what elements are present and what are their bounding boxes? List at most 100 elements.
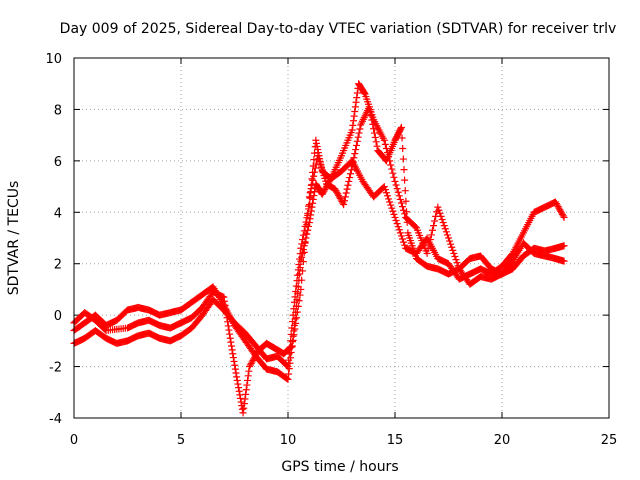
data-point bbox=[356, 125, 364, 133]
data-point bbox=[392, 217, 400, 225]
data-point bbox=[556, 206, 564, 214]
data-point bbox=[336, 194, 344, 202]
data-point bbox=[244, 372, 252, 380]
data-point bbox=[284, 375, 292, 383]
grid-layer bbox=[74, 58, 609, 418]
data-point bbox=[387, 201, 395, 209]
data-point bbox=[301, 239, 309, 247]
data-point bbox=[388, 165, 396, 173]
data-point bbox=[385, 195, 393, 203]
data-point bbox=[300, 227, 308, 235]
data-point bbox=[284, 363, 292, 371]
data-point bbox=[381, 186, 389, 194]
data-points-layer bbox=[70, 80, 568, 417]
data-point bbox=[403, 218, 411, 226]
y-tick-label: 10 bbox=[45, 52, 62, 67]
data-point bbox=[396, 195, 404, 203]
data-point bbox=[552, 200, 560, 208]
data-point bbox=[332, 187, 340, 195]
data-point bbox=[300, 248, 308, 256]
data-point bbox=[340, 201, 348, 209]
y-tick-label: -2 bbox=[49, 361, 62, 376]
data-point bbox=[351, 150, 359, 158]
data-point bbox=[221, 301, 229, 309]
data-point bbox=[241, 395, 249, 403]
data-point bbox=[335, 193, 343, 201]
data-point bbox=[395, 192, 403, 200]
data-point bbox=[309, 195, 317, 203]
data-point bbox=[311, 168, 319, 176]
data-point bbox=[341, 193, 349, 201]
data-point bbox=[438, 215, 446, 223]
x-tick-label: 5 bbox=[177, 433, 185, 448]
data-point bbox=[313, 142, 321, 150]
data-point bbox=[352, 98, 360, 106]
data-point bbox=[394, 188, 402, 196]
data-point bbox=[294, 266, 302, 274]
data-point bbox=[411, 223, 419, 231]
data-point bbox=[292, 319, 300, 327]
data-point bbox=[285, 356, 293, 364]
data-point bbox=[229, 350, 237, 358]
data-point bbox=[220, 293, 228, 301]
data-point bbox=[559, 212, 567, 220]
data-point bbox=[249, 356, 257, 364]
data-point bbox=[292, 287, 300, 295]
data-point bbox=[228, 346, 236, 354]
data-point bbox=[311, 164, 319, 172]
data-point bbox=[424, 245, 432, 253]
data-point bbox=[428, 226, 436, 234]
data-point bbox=[400, 206, 408, 214]
data-point bbox=[557, 209, 565, 217]
data-point bbox=[228, 342, 236, 350]
data-point bbox=[252, 350, 260, 358]
data-point bbox=[399, 145, 407, 153]
data-point bbox=[389, 169, 397, 177]
data-point bbox=[366, 107, 374, 115]
x-tick-label: 25 bbox=[601, 433, 618, 448]
data-point bbox=[348, 126, 356, 134]
data-point bbox=[294, 271, 302, 279]
data-point bbox=[233, 376, 241, 384]
data-point bbox=[368, 116, 376, 124]
data-point bbox=[434, 203, 442, 211]
data-point bbox=[235, 384, 243, 392]
data-point bbox=[348, 162, 356, 170]
data-point bbox=[426, 236, 434, 244]
y-tick-label: 6 bbox=[54, 155, 62, 170]
data-point bbox=[319, 189, 327, 197]
data-point bbox=[283, 362, 291, 370]
data-point bbox=[346, 174, 354, 182]
y-tick-label: 8 bbox=[54, 103, 62, 118]
data-point bbox=[448, 243, 456, 251]
data-point bbox=[287, 344, 295, 352]
data-point bbox=[331, 185, 339, 193]
data-point bbox=[446, 237, 454, 245]
data-point bbox=[251, 353, 259, 361]
data-point bbox=[560, 213, 568, 221]
data-point bbox=[305, 201, 313, 209]
data-point bbox=[365, 103, 373, 111]
data-point bbox=[244, 376, 252, 384]
data-point bbox=[350, 154, 358, 162]
series-trace-b bbox=[70, 80, 568, 371]
data-point bbox=[350, 112, 358, 120]
data-point bbox=[387, 161, 395, 169]
x-tick-label: 15 bbox=[387, 433, 404, 448]
data-point bbox=[234, 380, 242, 388]
data-point bbox=[235, 387, 243, 395]
data-point bbox=[423, 249, 431, 257]
data-point bbox=[560, 242, 568, 250]
data-point bbox=[248, 358, 256, 366]
data-point bbox=[293, 314, 301, 322]
data-point bbox=[305, 193, 313, 201]
data-point bbox=[344, 181, 352, 189]
data-point bbox=[306, 189, 314, 197]
data-point bbox=[308, 181, 316, 189]
data-point bbox=[443, 231, 451, 239]
data-point bbox=[321, 186, 329, 194]
data-point bbox=[251, 352, 259, 360]
data-point bbox=[386, 198, 394, 206]
data-point bbox=[320, 187, 328, 195]
